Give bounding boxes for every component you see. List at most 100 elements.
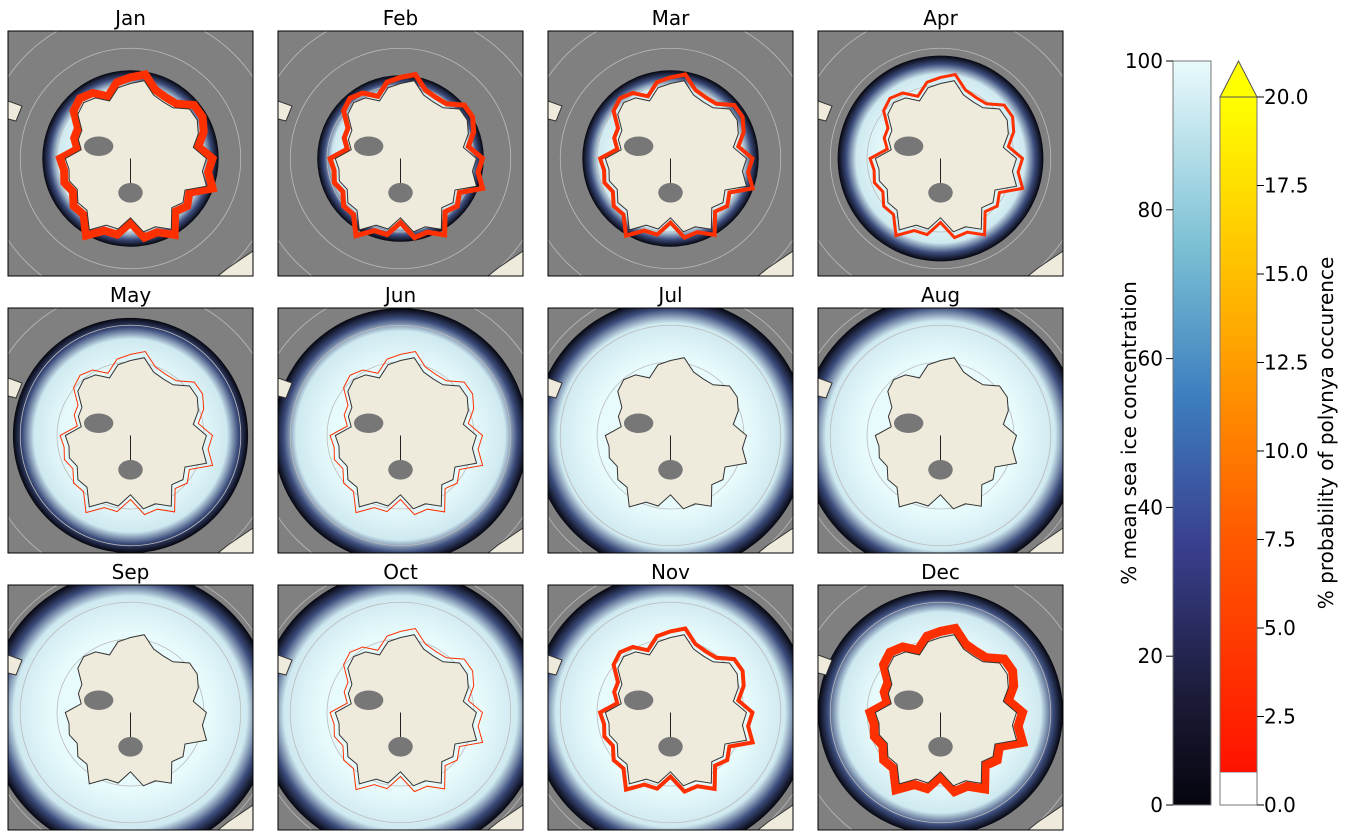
continent-edge [8, 654, 23, 676]
map-panel [548, 31, 793, 276]
map-frame [7, 30, 254, 277]
map-frame [7, 307, 254, 554]
map-frame [277, 584, 524, 831]
ice-shelf [83, 413, 114, 434]
continent-edge [818, 100, 833, 122]
map-panel [8, 308, 253, 553]
tick-label: 100 [1125, 49, 1163, 73]
map-frame [547, 584, 794, 831]
graticule [289, 47, 512, 270]
map-frame [277, 307, 524, 554]
continent-edge [278, 654, 293, 676]
ice-shelf [893, 136, 924, 157]
colorbar-ice [1172, 60, 1212, 806]
antarctica [874, 634, 1018, 787]
ice-shelf [388, 183, 413, 203]
antarctica [334, 80, 478, 233]
graticule [559, 324, 782, 547]
continent-edge [487, 527, 523, 553]
tick-label: 60 [1138, 347, 1163, 371]
ice-shelf [118, 183, 143, 203]
tick-label: 0.0 [1264, 793, 1296, 817]
tick-label: 80 [1138, 198, 1163, 222]
map-frame [817, 30, 1064, 277]
ice-shelf [623, 690, 654, 711]
panel-title: Jul [656, 283, 682, 307]
tick-label: 0 [1150, 793, 1163, 817]
continent-edge [217, 804, 253, 830]
ice-shelf [353, 413, 384, 434]
ice-shelf [353, 690, 384, 711]
graticule [19, 601, 242, 824]
map-panel [548, 308, 793, 553]
graticule [559, 601, 782, 824]
continent-edge [818, 377, 833, 399]
graticule [829, 324, 1052, 547]
map-panel [548, 585, 793, 830]
ice-shelf [388, 737, 413, 757]
panel-title: Aug [921, 283, 960, 307]
map-frame [817, 584, 1064, 831]
continent-edge [278, 377, 293, 399]
colorbar-extend-arrow [1219, 59, 1258, 98]
antarctica [334, 357, 478, 510]
continent-edge [217, 527, 253, 553]
map-frame [547, 307, 794, 554]
polynya-band [55, 70, 218, 243]
ice-shelf [658, 737, 683, 757]
colorbar-polynya [1220, 97, 1257, 772]
map-panel [818, 308, 1063, 553]
panel-title: Sep [112, 560, 150, 584]
colorbar-label: % mean sea ice concentration [1117, 281, 1141, 585]
continent-edge [278, 100, 293, 122]
colorbars: % mean sea ice concentration % probabili… [1117, 49, 1338, 817]
antarctica [604, 634, 748, 787]
tick-label: 2.5 [1264, 705, 1296, 729]
panel-title: Feb [383, 6, 418, 30]
continent-edge [548, 100, 563, 122]
map-panel [278, 308, 523, 553]
continent-edge [1027, 804, 1063, 830]
tick-label: 10.0 [1264, 439, 1309, 463]
polynya-band [868, 72, 1025, 240]
ice-shelf [118, 460, 143, 480]
antarctica [64, 634, 208, 787]
ice-shelf [893, 690, 924, 711]
tick-label: 20.0 [1264, 85, 1309, 109]
polynya-band [327, 71, 486, 241]
polynya-band [864, 623, 1029, 797]
graticule [829, 47, 1052, 270]
ice-shelf [893, 413, 924, 434]
antarctica [604, 80, 748, 233]
map-frame [817, 307, 1064, 554]
continent-edge [217, 250, 253, 276]
continent-edge [757, 527, 793, 553]
ice-shelf [83, 136, 114, 157]
panel-title: Jun [383, 283, 416, 307]
antarctica [874, 80, 1018, 233]
continent-edge [757, 250, 793, 276]
map-frame [7, 584, 254, 831]
antarctica [604, 357, 748, 510]
ice-shelf [928, 460, 953, 480]
continent-edge [487, 250, 523, 276]
panel-title: Apr [923, 6, 958, 30]
map-frame [547, 30, 794, 277]
panel-title: Nov [651, 560, 690, 584]
polynya-band [597, 72, 756, 240]
tick-label: 20 [1138, 644, 1163, 668]
map-panel [278, 31, 523, 276]
map-panel [818, 585, 1063, 830]
ice-shelf [658, 460, 683, 480]
panel-title: Jan [113, 6, 146, 30]
continent-edge [818, 654, 833, 676]
continent-edge [548, 654, 563, 676]
antarctica [334, 634, 478, 787]
graticule [289, 601, 512, 824]
map-panel [278, 585, 523, 830]
continent-edge [1027, 250, 1063, 276]
tick-label: 40 [1138, 495, 1163, 519]
ice-shelf [928, 737, 953, 757]
tick-label: 7.5 [1264, 528, 1296, 552]
map-frame [277, 30, 524, 277]
